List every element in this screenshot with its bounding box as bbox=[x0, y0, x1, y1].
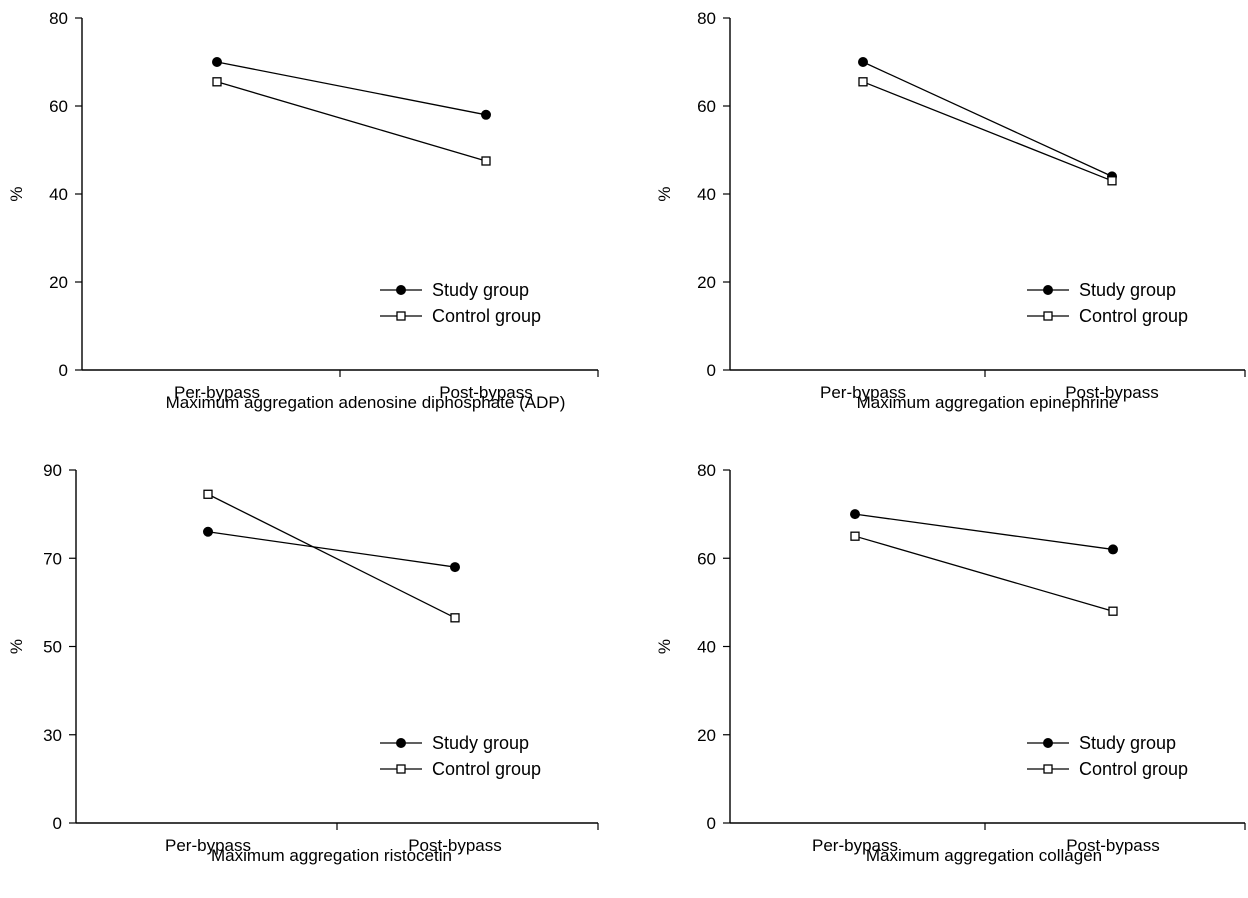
study-group-point bbox=[481, 109, 491, 120]
y-tick-label: 80 bbox=[49, 9, 68, 28]
control-group-point bbox=[850, 531, 860, 541]
y-axis-label: % bbox=[7, 186, 26, 201]
y-tick-label: 50 bbox=[43, 638, 62, 657]
x-tick-label: Post-bypass bbox=[408, 836, 502, 855]
legend: Study group Control group bbox=[380, 280, 541, 326]
legend: Study group Control group bbox=[1027, 733, 1188, 779]
legend-label: Control group bbox=[1079, 306, 1188, 326]
control-group-point bbox=[212, 77, 222, 87]
x-tick-label: Per-bypass bbox=[165, 836, 251, 855]
y-tick-label: 20 bbox=[697, 726, 716, 745]
y-tick-label: 0 bbox=[707, 814, 716, 833]
control-group-point bbox=[1108, 606, 1118, 616]
legend-marker bbox=[396, 285, 406, 295]
x-tick-label: Per-bypass bbox=[812, 836, 898, 855]
y-axis-label: % bbox=[7, 639, 26, 654]
y-tick-label: 0 bbox=[53, 814, 62, 833]
y-tick-label: 20 bbox=[49, 273, 68, 292]
legend: Study group Control group bbox=[380, 733, 541, 779]
y-tick-label: 90 bbox=[43, 461, 62, 480]
legend-marker bbox=[396, 764, 406, 774]
study-group-point bbox=[450, 562, 460, 573]
x-tick-label: Post-bypass bbox=[439, 383, 533, 402]
control-group-point bbox=[203, 489, 213, 499]
study-group-point bbox=[212, 57, 222, 67]
control-group-point bbox=[450, 613, 460, 623]
legend-label: Study group bbox=[1079, 280, 1176, 300]
legend-marker bbox=[1043, 738, 1053, 748]
x-axis-label: Maximum aggregation collagen bbox=[866, 846, 1102, 865]
legend-marker bbox=[1043, 764, 1053, 774]
study-group-line bbox=[207, 531, 456, 568]
legend-label: Control group bbox=[432, 306, 541, 326]
legend-label: Study group bbox=[432, 280, 529, 300]
y-axis-label: % bbox=[655, 639, 674, 654]
study-group-point bbox=[1108, 544, 1118, 555]
y-tick-label: 80 bbox=[697, 461, 716, 480]
y-tick-label: 30 bbox=[43, 726, 62, 745]
x-tick-label: Per-bypass bbox=[820, 383, 906, 402]
control-group-point bbox=[858, 77, 868, 87]
control-group-line bbox=[207, 493, 456, 619]
study-group-line bbox=[862, 61, 1113, 177]
y-tick-label: 70 bbox=[43, 549, 62, 568]
x-axis-label: Maximum aggregation epinephrine bbox=[857, 393, 1119, 412]
x-tick-label: Per-bypass bbox=[174, 383, 260, 402]
study-group-line bbox=[854, 513, 1114, 551]
control-group-point bbox=[481, 156, 491, 166]
y-tick-label: 40 bbox=[697, 638, 716, 657]
legend-label: Control group bbox=[1079, 759, 1188, 779]
legend-label: Study group bbox=[1079, 733, 1176, 753]
y-tick-label: 40 bbox=[697, 185, 716, 204]
control-group-point bbox=[1107, 176, 1117, 186]
y-tick-label: 80 bbox=[697, 9, 716, 28]
legend-marker bbox=[396, 738, 406, 748]
study-group-point bbox=[850, 509, 860, 520]
x-axis-label: Maximum aggregation ristocetin bbox=[211, 846, 452, 865]
x-tick-label: Post-bypass bbox=[1066, 836, 1160, 855]
control-group-line bbox=[854, 535, 1114, 612]
legend: Study group Control group bbox=[1027, 280, 1188, 326]
legend-marker bbox=[1043, 285, 1053, 295]
legend-label: Study group bbox=[432, 733, 529, 753]
legend-marker bbox=[1043, 311, 1053, 321]
study-group-point bbox=[858, 57, 868, 67]
study-group-line bbox=[216, 61, 487, 116]
y-tick-label: 60 bbox=[697, 97, 716, 116]
y-tick-label: 0 bbox=[707, 361, 716, 380]
y-tick-label: 0 bbox=[59, 361, 68, 380]
control-group-line bbox=[216, 81, 487, 162]
y-tick-label: 20 bbox=[697, 273, 716, 292]
y-tick-label: 40 bbox=[49, 185, 68, 204]
legend-label: Control group bbox=[432, 759, 541, 779]
y-tick-label: 60 bbox=[697, 549, 716, 568]
x-tick-label: Post-bypass bbox=[1065, 383, 1159, 402]
legend-marker bbox=[396, 311, 406, 321]
control-group-line bbox=[862, 81, 1113, 182]
y-axis-label: % bbox=[655, 186, 674, 201]
y-tick-label: 60 bbox=[49, 97, 68, 116]
study-group-point bbox=[203, 526, 213, 537]
x-axis-label: Maximum aggregation adenosine diphosphat… bbox=[166, 393, 566, 412]
